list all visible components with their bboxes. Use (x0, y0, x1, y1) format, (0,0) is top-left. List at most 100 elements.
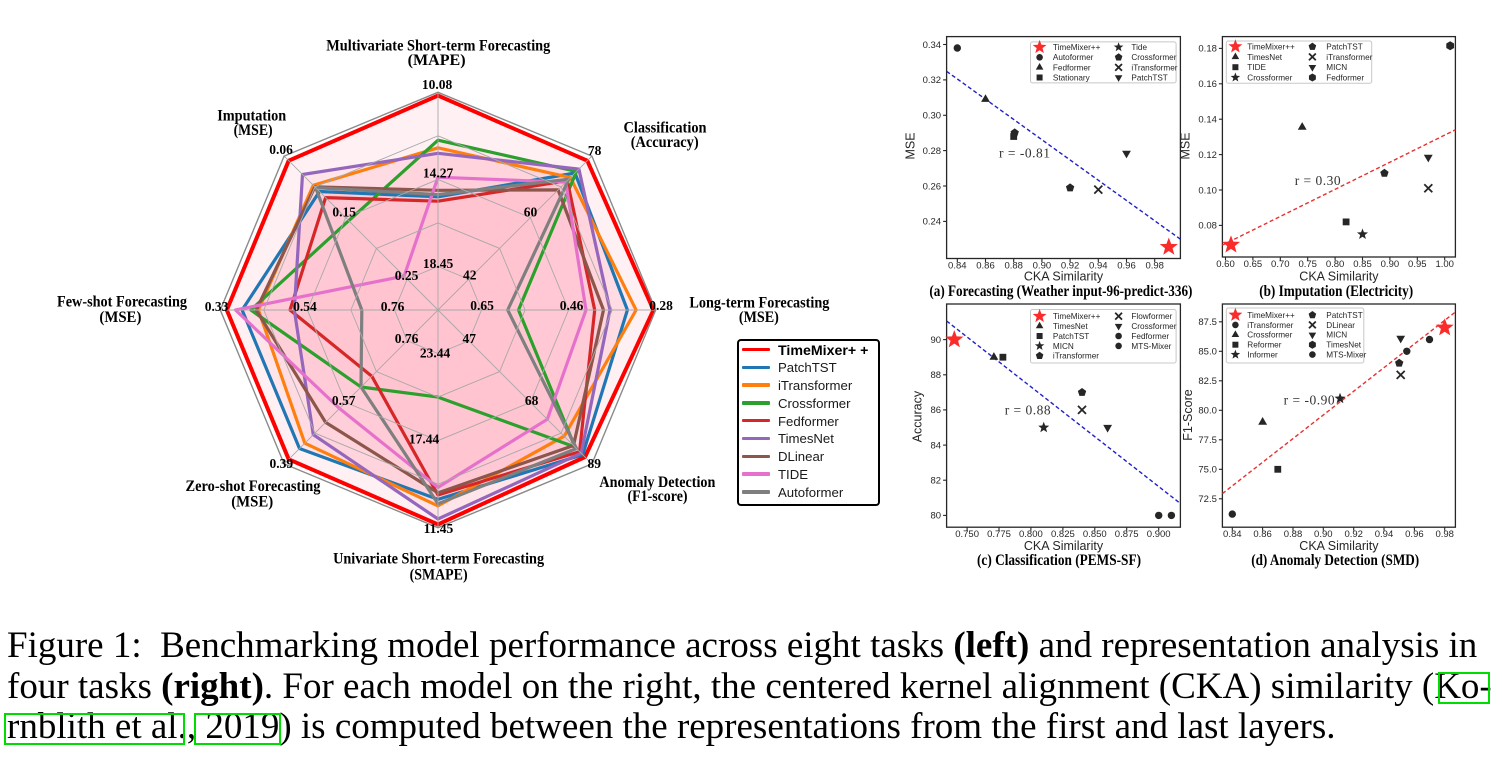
svg-text:77.5: 77.5 (1198, 435, 1217, 446)
svg-text:Long-term Forecasting: Long-term Forecasting (689, 294, 829, 311)
svg-text:0.18: 0.18 (1198, 44, 1217, 55)
svg-text:0.34: 0.34 (923, 40, 942, 51)
svg-text:TimeMixer++: TimeMixer++ (1247, 43, 1295, 52)
svg-text:80: 80 (931, 511, 942, 522)
svg-text:78: 78 (588, 143, 602, 158)
svg-text:84: 84 (931, 440, 942, 451)
svg-text:TIDE: TIDE (1247, 63, 1266, 72)
svg-text:0.33: 0.33 (205, 299, 229, 314)
svg-text:(MSE): (MSE) (99, 309, 141, 326)
svg-text:0.875: 0.875 (1115, 529, 1139, 540)
svg-text:(MAPE): (MAPE) (408, 52, 466, 69)
svg-text:0.16: 0.16 (1198, 79, 1217, 90)
svg-text:0.25: 0.25 (395, 268, 419, 283)
svg-text:0.92: 0.92 (1344, 529, 1363, 540)
svg-text:Crossformer: Crossformer (1131, 322, 1176, 331)
svg-text:0.96: 0.96 (1117, 260, 1136, 271)
svg-text:82.5: 82.5 (1198, 376, 1217, 387)
svg-text:iTransformer: iTransformer (1131, 63, 1177, 72)
svg-text:(F1-score): (F1-score) (628, 488, 688, 505)
svg-text:0.86: 0.86 (1253, 529, 1272, 540)
svg-text:(c) Classification (PEMS-SF): (c) Classification (PEMS-SF) (977, 552, 1141, 569)
svg-text:0.06: 0.06 (269, 142, 293, 157)
svg-text:iTransformer: iTransformer (1326, 53, 1372, 62)
svg-text:0.85: 0.85 (1353, 259, 1372, 270)
svg-text:23.44: 23.44 (420, 346, 451, 361)
svg-text:Reformer: Reformer (1247, 341, 1281, 350)
svg-text:Univariate Short-term Forecast: Univariate Short-term Forecasting (333, 551, 544, 568)
svg-text:CKA Similarity: CKA Similarity (1299, 269, 1379, 283)
svg-text:CKA Similarity: CKA Similarity (1024, 269, 1104, 283)
svg-text:r = 0.88: r = 0.88 (1005, 403, 1051, 418)
svg-text:Tide: Tide (1131, 43, 1147, 52)
svg-text:0.76: 0.76 (381, 299, 405, 314)
svg-text:(a) Forecasting (Weather input: (a) Forecasting (Weather input-96-predic… (929, 283, 1192, 300)
svg-text:75.0: 75.0 (1198, 465, 1217, 476)
svg-text:0.76: 0.76 (395, 331, 419, 346)
svg-text:DLinear: DLinear (1326, 321, 1355, 330)
svg-text:0.12: 0.12 (1198, 150, 1217, 161)
svg-text:0.70: 0.70 (1271, 259, 1290, 270)
svg-text:MICN: MICN (1053, 342, 1074, 351)
svg-text:0.80: 0.80 (1326, 259, 1345, 270)
svg-text:(Accuracy): (Accuracy) (631, 134, 699, 151)
svg-text:Fedformer: Fedformer (1326, 73, 1364, 82)
svg-text:Anomaly Detection: Anomaly Detection (599, 474, 715, 491)
svg-text:MICN: MICN (1326, 63, 1347, 72)
svg-text:0.30: 0.30 (923, 111, 942, 122)
svg-text:Flowformer: Flowformer (1131, 312, 1172, 321)
svg-text:r = 0.30: r = 0.30 (1295, 173, 1341, 188)
svg-text:TimesNet: TimesNet (1247, 53, 1282, 62)
svg-text:0.57: 0.57 (332, 393, 356, 408)
svg-text:47: 47 (462, 331, 476, 346)
svg-text:0.96: 0.96 (1405, 529, 1424, 540)
svg-text:0.46: 0.46 (560, 298, 584, 313)
svg-text:0.14: 0.14 (1198, 115, 1217, 126)
svg-text:MICN: MICN (1326, 331, 1347, 340)
svg-text:0.90: 0.90 (1314, 529, 1333, 540)
svg-text:72.5: 72.5 (1198, 494, 1217, 505)
svg-text:TimeMixer++: TimeMixer++ (1247, 311, 1295, 320)
svg-text:TimeMixer++: TimeMixer++ (1053, 312, 1101, 321)
svg-text:87.5: 87.5 (1198, 317, 1217, 328)
svg-text:PatchTST: PatchTST (1131, 73, 1167, 82)
svg-text:85.0: 85.0 (1198, 347, 1217, 358)
svg-text:0.825: 0.825 (1051, 529, 1075, 540)
svg-text:(MSE): (MSE) (739, 309, 779, 326)
svg-text:MSE: MSE (1179, 132, 1193, 159)
svg-text:0.86: 0.86 (976, 260, 995, 271)
svg-text:iTransformer: iTransformer (1247, 321, 1293, 330)
svg-text:0.65: 0.65 (470, 298, 494, 313)
svg-text:PatchTST: PatchTST (1326, 311, 1362, 320)
svg-text:PatchTST: PatchTST (1053, 332, 1089, 341)
svg-text:TimesNet: TimesNet (1053, 322, 1088, 331)
svg-text:18.45: 18.45 (423, 256, 454, 271)
svg-text:Zero-shot Forecasting: Zero-shot Forecasting (186, 478, 321, 495)
svg-text:Crossformer: Crossformer (1247, 73, 1292, 82)
svg-text:0.15: 0.15 (332, 205, 356, 220)
svg-text:90: 90 (931, 335, 942, 346)
svg-text:MTS-Mixer: MTS-Mixer (1326, 351, 1366, 360)
svg-text:(MSE): (MSE) (234, 122, 273, 139)
svg-text:80.0: 80.0 (1198, 406, 1217, 417)
svg-text:Stationary: Stationary (1053, 73, 1091, 82)
svg-text:(b) Imputation (Electricity): (b) Imputation (Electricity) (1259, 283, 1413, 300)
svg-text:88: 88 (931, 370, 942, 381)
svg-text:(MSE): (MSE) (231, 493, 273, 510)
svg-text:0.32: 0.32 (923, 75, 942, 86)
svg-text:0.24: 0.24 (923, 217, 942, 228)
svg-text:0.95: 0.95 (1408, 259, 1427, 270)
svg-text:0.88: 0.88 (1004, 260, 1023, 271)
svg-text:0.65: 0.65 (1244, 259, 1263, 270)
svg-text:0.90: 0.90 (1033, 260, 1052, 271)
svg-text:0.10: 0.10 (1198, 185, 1217, 196)
svg-text:TimeMixer++: TimeMixer++ (1053, 43, 1101, 52)
svg-text:0.800: 0.800 (1019, 529, 1043, 540)
svg-text:0.775: 0.775 (987, 529, 1011, 540)
svg-text:Autoformer: Autoformer (1053, 53, 1094, 62)
svg-text:TimesNet: TimesNet (1326, 341, 1361, 350)
svg-text:Fedformer: Fedformer (1053, 63, 1091, 72)
svg-text:60: 60 (524, 205, 538, 220)
svg-text:PatchTST: PatchTST (1326, 43, 1362, 52)
svg-text:0.88: 0.88 (1284, 529, 1303, 540)
